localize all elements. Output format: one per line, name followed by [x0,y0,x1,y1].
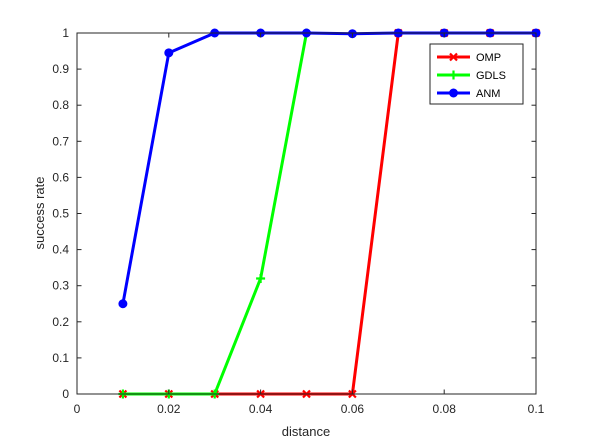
x-tick-label-2: 0.04 [249,402,273,416]
ticks-layer: 0 0.02 0.04 0.06 0.08 0.1 0 0.1 0.2 0.3 0.4 0.5 0.6 0… [52,26,544,416]
legend: OMP GDLS ANM [429,43,524,105]
y-tick-label-8: 0.8 [52,98,69,112]
x-tick-label-1: 0.02 [157,402,181,416]
y-tick-label-5: 0.5 [52,207,69,221]
legend-label-omp: OMP [476,52,501,64]
data-point-anm-0-dot [118,299,128,309]
y-tick-label-3: 0.3 [52,279,69,293]
x-tick-label-3: 0.06 [341,402,365,416]
y-tick-label-7: 0.7 [52,134,69,148]
data-point-gdls-3-plus [256,273,266,283]
y-tick-label-9: 0.9 [52,62,69,76]
y-tick-label-2: 0.2 [52,315,69,329]
legend-label-anm: ANM [476,88,500,100]
y-tick-label-1: 0.1 [52,351,69,365]
legend-label-gdls: GDLS [476,70,506,82]
y-tick-label-0: 0 [62,387,69,401]
legend-marker-anm-dot [449,88,458,98]
legend-marker-gdls [449,70,458,80]
data-point-anm-0 [118,299,128,309]
legend-marker-anm [449,88,458,98]
legend-marker-gdls-plus [449,70,458,80]
data-point-anm-1 [164,48,174,58]
y-tick-label-4: 0.4 [52,243,69,257]
legend-marker-omp-x [449,52,458,62]
x-tick-label-4: 0.08 [433,402,457,416]
legend-marker-omp [449,52,458,62]
y-tick-label-6: 0.6 [52,170,69,184]
data-point-gdls-3 [256,273,266,283]
x-axis-label: distance [282,424,330,439]
x-tick-label-5: 0.1 [528,402,545,416]
x-tick-label-0: 0 [74,402,81,416]
data-point-anm-1-dot [164,48,174,58]
y-tick-label-10: 1 [62,26,69,40]
y-axis-label: success rate [32,177,47,250]
